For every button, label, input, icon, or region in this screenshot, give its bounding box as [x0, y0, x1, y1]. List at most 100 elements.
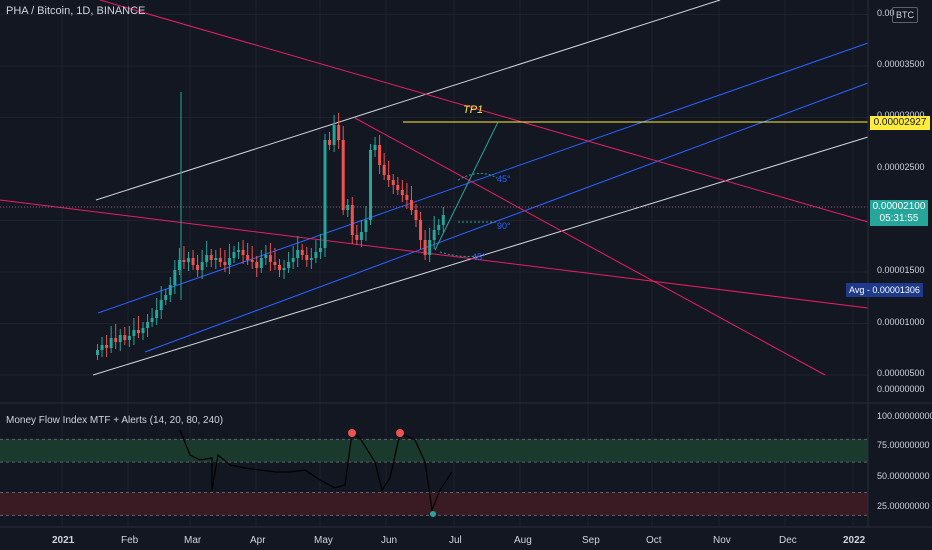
indicator-axis[interactable]: 100.00000000 75.00000000 50.00000000 25.…: [877, 411, 932, 511]
candle-body: [264, 255, 268, 258]
candle-body: [296, 250, 300, 258]
candle-body: [350, 205, 354, 235]
time-label: 2022: [843, 535, 866, 546]
candle-body: [118, 335, 122, 342]
price-tick: 0.00001000: [877, 317, 925, 327]
candle-body: [382, 165, 386, 175]
candle-body: [182, 260, 186, 262]
candle-body: [214, 258, 218, 260]
candle-body: [396, 185, 400, 190]
mfi-tick: 50.00000000: [877, 471, 930, 481]
mfi-overbought-marker: [396, 429, 404, 437]
candle-body: [259, 258, 263, 268]
candle-body: [341, 140, 345, 210]
time-label: Oct: [646, 535, 662, 546]
bar-countdown: 05:31:55: [879, 213, 919, 224]
candle-body: [223, 262, 227, 265]
channel-mid-blue: [144, 82, 869, 353]
candle-body: [414, 210, 418, 220]
symbol-title: PHA / Bitcoin, 1D, BINANCE: [6, 5, 145, 17]
tp-price-badge: 0.00002927: [870, 116, 930, 130]
candle-body: [369, 150, 372, 220]
candle-body: [105, 345, 109, 348]
angle-label-45-lower: 45°: [472, 252, 486, 262]
time-label: Nov: [713, 535, 731, 546]
time-label: Aug: [514, 535, 532, 546]
time-label: Feb: [121, 535, 139, 546]
grid-lines: [0, 0, 868, 527]
candle-body: [364, 220, 368, 232]
price-tick: 0.00000500: [877, 368, 925, 378]
candle-body: [278, 265, 281, 270]
time-label: Jun: [381, 535, 397, 546]
candle-body: [173, 270, 177, 285]
candle-body: [300, 250, 304, 255]
candle-body: [227, 258, 231, 265]
currency-badge[interactable]: BTC: [892, 7, 918, 23]
time-axis[interactable]: 2021 Feb Mar Apr May Jun Jul Aug Sep Oct…: [52, 535, 866, 546]
time-label: Mar: [184, 535, 202, 546]
candle-body: [323, 140, 327, 248]
candle-body: [419, 220, 423, 240]
angle-label-90: 90°: [497, 221, 511, 231]
mfi-tick: 25.00000000: [877, 501, 930, 511]
candle-body: [218, 258, 222, 262]
candle-body: [136, 330, 140, 333]
candle-body: [291, 258, 295, 262]
mfi-overbought-zone: [0, 439, 868, 463]
avg-price-badge: Avg - 0.00001306: [846, 283, 923, 297]
candle-body: [309, 258, 313, 260]
mfi-line: [179, 429, 453, 513]
candle-body: [346, 205, 350, 210]
price-axis[interactable]: 0.00 0.00003500 0.00003000 0.00002500 0.…: [877, 8, 925, 394]
angle-arcs: [439, 173, 498, 257]
candle-body: [328, 140, 332, 145]
candle-body: [100, 345, 104, 350]
candle-body: [114, 338, 118, 342]
channel-upper-blue: [97, 42, 869, 314]
mfi-tick: 75.00000000: [877, 440, 930, 450]
indicator-title: Money Flow Index MTF + Alerts (14, 20, 8…: [6, 415, 223, 426]
candle-body: [232, 252, 236, 258]
trendline-magenta-1: [99, 0, 869, 223]
candle-body: [337, 125, 341, 140]
channel-upper-white: [95, 0, 721, 201]
price-axis-top-label: 0.00: [877, 8, 895, 18]
time-label: Jul: [449, 535, 462, 546]
candle-body: [400, 190, 404, 195]
candlestick-series: [96, 92, 445, 360]
candle-body: [205, 255, 209, 262]
candle-body: [314, 252, 318, 258]
drawing-tools-layer[interactable]: [0, 0, 869, 376]
time-label: 2021: [52, 535, 75, 546]
candle-body: [378, 145, 382, 165]
avg-value: 0.00001306: [872, 285, 920, 295]
candle-body: [268, 255, 272, 262]
mfi-indicator-pane: [0, 429, 868, 517]
candle-body: [250, 260, 254, 262]
candle-body: [187, 258, 190, 262]
price-tick: 0.00000000: [877, 384, 925, 394]
candle-body: [146, 322, 150, 328]
last-price-badge: 0.00002100 05:31:55: [870, 200, 928, 226]
candle-body: [355, 235, 359, 240]
price-tick: 0.00001500: [877, 265, 925, 275]
mfi-oversold-marker: [430, 511, 436, 517]
candle-body: [246, 255, 250, 260]
price-tick: 0.00002500: [877, 162, 925, 172]
time-label: Dec: [779, 535, 797, 546]
candle-body: [159, 300, 163, 310]
price-tick: 0.00003500: [877, 59, 925, 69]
tp1-label: TP1: [463, 104, 483, 116]
candle-body: [359, 232, 363, 240]
tp-ray: [434, 121, 499, 251]
time-label: Sep: [582, 535, 600, 546]
candle-body: [123, 335, 127, 340]
candle-body: [96, 350, 99, 355]
candle-body: [255, 262, 259, 268]
candle-body: [127, 336, 131, 340]
candle-body: [441, 215, 445, 225]
trendline-magenta-3: [354, 117, 826, 376]
candle-body: [237, 250, 241, 252]
